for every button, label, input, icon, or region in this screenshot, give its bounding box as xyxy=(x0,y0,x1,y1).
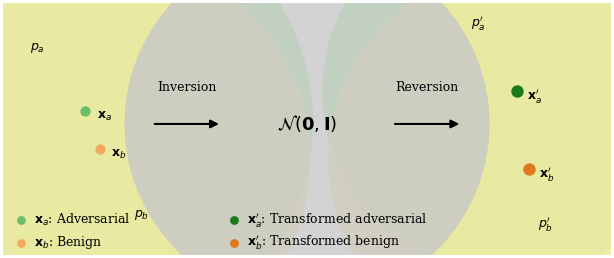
Text: $p_a$: $p_a$ xyxy=(30,41,45,55)
Ellipse shape xyxy=(0,0,313,258)
Point xyxy=(524,167,534,172)
Point xyxy=(229,240,239,245)
Point xyxy=(16,218,26,222)
Text: $\mathbf{x}_b'$: $\mathbf{x}_b'$ xyxy=(540,165,555,183)
Ellipse shape xyxy=(0,0,310,258)
Text: Inversion: Inversion xyxy=(157,81,217,94)
Text: Reversion: Reversion xyxy=(395,81,459,94)
Text: $p_a'$: $p_a'$ xyxy=(472,14,486,32)
Text: $\mathbf{x}_a$: Adversarial: $\mathbf{x}_a$: Adversarial xyxy=(34,212,131,228)
Text: $\mathbf{x}_b'$: Transformed benign: $\mathbf{x}_b'$: Transformed benign xyxy=(247,233,400,252)
Text: $p_b$: $p_b$ xyxy=(134,208,149,222)
Ellipse shape xyxy=(125,0,489,258)
Text: $\mathbf{x}_a'$: Transformed adversarial: $\mathbf{x}_a'$: Transformed adversarial xyxy=(247,211,428,229)
Point xyxy=(512,89,522,93)
Text: $\mathbf{x}_b$: Benign: $\mathbf{x}_b$: Benign xyxy=(34,234,103,251)
Text: $\mathbf{x}_b$: $\mathbf{x}_b$ xyxy=(111,148,126,161)
Point xyxy=(229,218,239,222)
Text: $\mathcal{N}(\mathbf{0}, \mathbf{I})$: $\mathcal{N}(\mathbf{0}, \mathbf{I})$ xyxy=(277,114,337,134)
Ellipse shape xyxy=(322,0,614,258)
Text: $p_b'$: $p_b'$ xyxy=(538,216,553,234)
Point xyxy=(95,147,105,151)
Point xyxy=(16,240,26,245)
Text: $\mathbf{x}_a$: $\mathbf{x}_a$ xyxy=(97,110,112,123)
Point xyxy=(80,109,90,114)
Ellipse shape xyxy=(328,0,614,258)
Text: $\mathbf{x}_a'$: $\mathbf{x}_a'$ xyxy=(527,87,542,105)
